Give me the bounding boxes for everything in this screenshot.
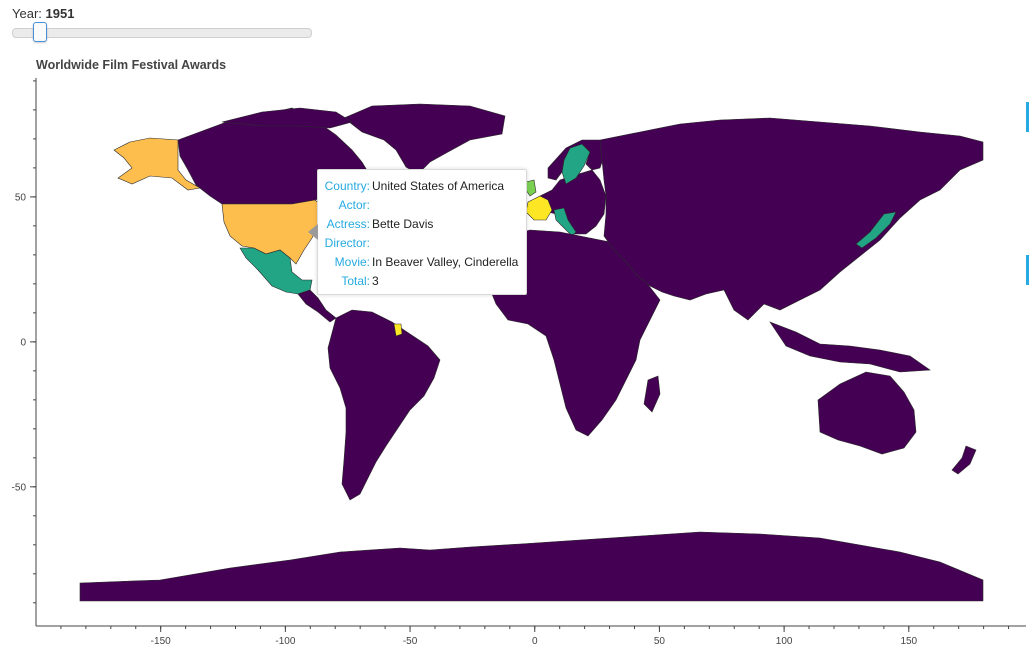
country-australia[interactable] <box>817 371 917 455</box>
continent-africa[interactable] <box>487 229 661 437</box>
tooltip-arrow <box>308 224 318 240</box>
x-tick-label: 100 <box>776 636 793 647</box>
tooltip-key: Country: <box>324 179 370 193</box>
country-mexico[interactable] <box>239 247 313 295</box>
tooltip-key: Director: <box>324 236 370 250</box>
country-greenland[interactable] <box>343 103 506 175</box>
year-label-text: Year: <box>12 6 46 21</box>
tooltip-value: 3 <box>372 274 379 288</box>
tooltip-value: In Beaver Valley, Cinderella <box>372 255 519 269</box>
year-label: Year: 1951 <box>12 6 312 21</box>
tooltip-key: Actor: <box>338 198 370 212</box>
country-french-guiana[interactable] <box>393 323 403 337</box>
year-slider-widget: Year: 1951 <box>12 6 312 42</box>
continent-south-america[interactable] <box>327 309 441 501</box>
toolbar-mark-top[interactable] <box>1026 102 1029 132</box>
y-tick-label: 0 <box>20 337 26 348</box>
country-new-zealand[interactable] <box>951 445 977 475</box>
x-tick-label: 50 <box>654 636 666 647</box>
slider-handle[interactable] <box>32 22 47 42</box>
slider-track[interactable] <box>12 28 312 38</box>
country-japan[interactable] <box>855 211 897 249</box>
x-tick-label: 150 <box>900 636 917 647</box>
region-southeast-asia-islands[interactable] <box>769 321 931 373</box>
tooltip-row: Country: United States of America <box>324 177 520 196</box>
y-tick-label: 50 <box>15 192 27 203</box>
country-antarctica[interactable] <box>79 531 984 602</box>
tooltip-rows: Country: United States of America Actor: Ac… <box>324 177 520 291</box>
tooltip-row: Actor: <box>324 196 520 215</box>
tooltip-row: Actress: Bette Davis <box>324 215 520 234</box>
x-tick-label: -150 <box>151 636 171 647</box>
tooltip-value: Bette Davis <box>372 217 434 231</box>
axes: -150 -100 -50 0 50 100 150 50 0 -50 <box>12 78 1026 647</box>
y-tick-label: -50 <box>12 482 27 493</box>
tooltip-value: United States of America <box>372 179 505 193</box>
country-canada-arctic-islands[interactable] <box>221 107 353 129</box>
region-nordics[interactable] <box>547 139 607 181</box>
country-italy[interactable] <box>553 207 577 237</box>
tooltip-key: Actress: <box>326 217 370 231</box>
tooltip-key: Movie: <box>334 255 370 269</box>
toolbar-mark-bottom[interactable] <box>1026 255 1029 285</box>
country-madagascar[interactable] <box>643 375 661 413</box>
x-tick-label: -100 <box>275 636 295 647</box>
tooltip-row: Movie: In Beaver Valley, Cinderella <box>324 253 520 272</box>
land-layer <box>79 103 984 602</box>
tooltip-row: Total: 3 <box>324 272 520 291</box>
continent-asia[interactable] <box>599 117 984 321</box>
country-usa[interactable] <box>221 199 323 265</box>
hover-tooltip: Country: United States of America Actor: Ac… <box>308 169 527 295</box>
tooltip-row: Director: <box>324 234 520 253</box>
x-tick-label: 0 <box>532 636 538 647</box>
tooltip-key: Total: <box>341 274 370 288</box>
country-usa-alaska[interactable] <box>113 137 201 191</box>
x-tick-label: -50 <box>403 636 418 647</box>
year-value: 1951 <box>45 6 75 21</box>
year-slider[interactable] <box>12 22 312 42</box>
plot-title: Worldwide Film Festival Awards <box>36 58 227 72</box>
country-france[interactable] <box>525 195 553 221</box>
